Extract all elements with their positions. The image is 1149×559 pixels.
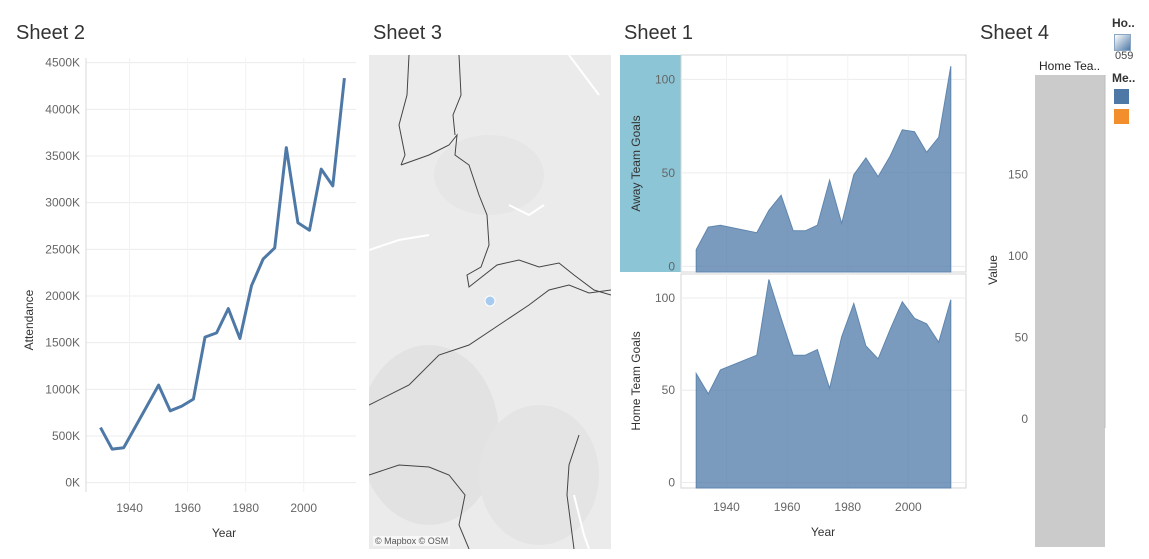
away-goals-header-band [620, 55, 681, 272]
y-tick-label: 2500K [45, 242, 80, 256]
color-range-label: 059 [1115, 50, 1134, 62]
y-tick-label: 50 [662, 383, 676, 397]
map-data-point[interactable] [484, 295, 496, 307]
y-tick-label: 1000K [45, 382, 80, 396]
x-tick-label: 1940 [713, 500, 740, 514]
x-tick-label: 1940 [116, 501, 143, 515]
measure-swatch-blue[interactable] [1114, 89, 1129, 104]
x-tick-label: 1960 [774, 500, 801, 514]
y-tick-label: 100 [1008, 249, 1028, 263]
x-tick-label: 1960 [174, 501, 201, 515]
y-axis-title: Value [986, 255, 1000, 285]
x-tick-label: 2000 [895, 500, 922, 514]
y-tick-label: 500K [52, 429, 80, 443]
legend-panel: Ho.. 059 Me.. [1112, 16, 1148, 124]
color-legend-title: Ho.. [1112, 16, 1135, 30]
y-tick-label: 2000K [45, 289, 80, 303]
y-tick-label: 50 [1015, 331, 1029, 345]
measure-swatch-orange[interactable] [1114, 109, 1129, 124]
goals-area-chart[interactable]: 0 50 100 Away Team Goals 0 50 100 Home Team Goa… [618, 50, 970, 555]
y-tick-label: 0 [668, 259, 675, 273]
y-tick-label: 0K [65, 476, 80, 490]
x-axis-title: Year [212, 526, 236, 540]
x-tick-label: 1980 [232, 501, 259, 515]
sheet4-title: Sheet 4 [980, 22, 1049, 44]
y-tick-label: 3500K [45, 149, 80, 163]
y-tick-label: 50 [662, 166, 676, 180]
y-tick-label: 0 [1021, 412, 1028, 426]
measure-legend-title: Me.. [1112, 71, 1136, 85]
y-tick-label: 100 [655, 72, 675, 86]
y-axis-title: Attendance [22, 289, 36, 350]
attendance-line-chart[interactable]: 0K 500K 1000K 1500K 2000K 2500K 3000K 3500K 4000… [0, 50, 370, 555]
x-tick-label: 1980 [834, 500, 861, 514]
y-tick-label: 0 [668, 475, 675, 489]
home-goals-axis-title: Home Team Goals [629, 331, 643, 430]
map-point-layer [484, 295, 496, 307]
sheet1-title: Sheet 1 [624, 22, 693, 44]
sheet3-title: Sheet 3 [373, 22, 442, 44]
away-goals-axis-title: Away Team Goals [629, 115, 643, 211]
x-axis-title: Year [811, 525, 835, 539]
value-bar [1035, 75, 1105, 547]
sheet2-title: Sheet 2 [16, 22, 85, 44]
value-bar-chart[interactable]: Home Tea.. 0 50 100 150 Value [975, 50, 1110, 550]
y-tick-label: 100 [655, 291, 675, 305]
y-tick-label: 3000K [45, 196, 80, 210]
y-tick-label: 4000K [45, 102, 80, 116]
y-tick-label: 150 [1008, 168, 1028, 182]
away-goals-area [695, 66, 952, 273]
map-view[interactable]: © Mapbox © OSM [369, 55, 611, 549]
map-credit: © Mapbox © OSM [373, 536, 451, 546]
y-tick-label: 1500K [45, 336, 80, 350]
x-tick-label: 2000 [290, 501, 317, 515]
color-gradient-swatch[interactable] [1114, 34, 1131, 51]
y-tick-label: 4500K [45, 56, 80, 70]
home-goals-area [695, 279, 952, 489]
attendance-series-line [99, 77, 346, 451]
column-header-label: Home Tea.. [1039, 59, 1100, 73]
